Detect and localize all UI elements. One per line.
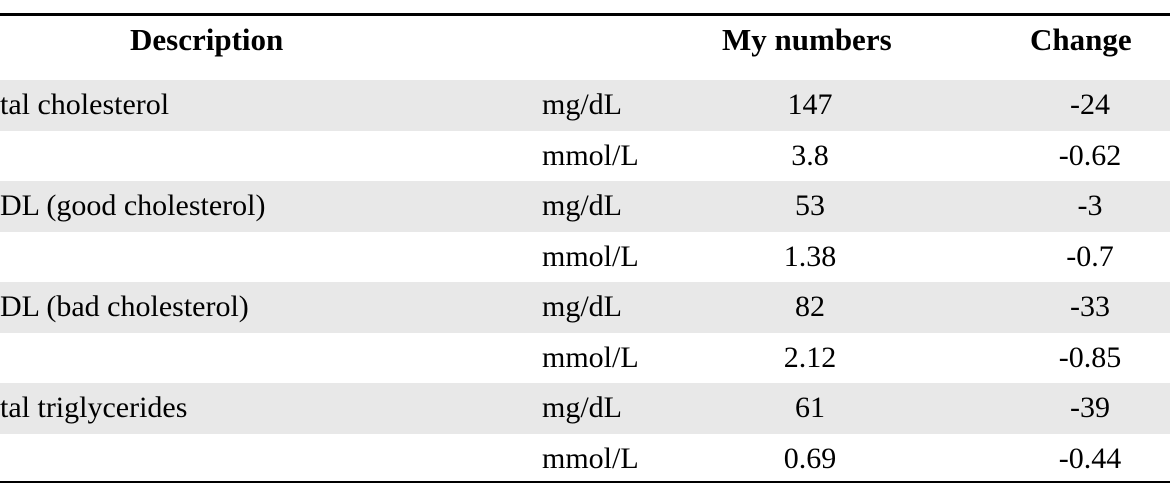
cell-my-numbers: 53 xyxy=(795,189,825,222)
table-row: mmol/L 3.8 -0.62 xyxy=(0,131,1170,182)
cell-unit: mg/dL xyxy=(542,88,622,121)
header-description: Description xyxy=(130,22,284,57)
cell-my-numbers: 82 xyxy=(795,290,825,323)
cell-description: tal triglycerides xyxy=(0,391,188,424)
cell-change: -33 xyxy=(1070,290,1110,323)
cell-change: -0.44 xyxy=(1058,441,1122,475)
cell-change: -39 xyxy=(1070,391,1110,424)
table-row: tal cholesterol mg/dL 147 -24 xyxy=(0,80,1170,131)
cell-my-numbers: 1.38 xyxy=(783,239,837,273)
cell-unit: mg/dL xyxy=(542,391,622,424)
cell-change: -0.85 xyxy=(1058,340,1122,374)
cell-change: -0.7 xyxy=(1066,239,1114,273)
cell-description: DL (bad cholesterol) xyxy=(0,290,249,323)
table-row: DL (bad cholesterol) mg/dL 82 -33 xyxy=(0,282,1170,333)
cell-my-numbers: 61 xyxy=(795,391,825,424)
table-row: DL (good cholesterol) mg/dL 53 -3 xyxy=(0,181,1170,232)
cell-unit: mmol/L xyxy=(542,138,639,172)
cell-description: DL (good cholesterol) xyxy=(0,189,266,222)
header-change: Change xyxy=(1030,22,1132,57)
cell-unit: mg/dL xyxy=(542,290,622,323)
cell-my-numbers: 3.8 xyxy=(791,138,829,172)
cell-change: -3 xyxy=(1077,189,1103,222)
cell-unit: mmol/L xyxy=(542,441,639,475)
table-row: tal triglycerides mg/dL 61 -39 xyxy=(0,383,1170,434)
cell-change: -0.62 xyxy=(1058,138,1122,172)
cell-unit: mg/dL xyxy=(542,189,622,222)
table-row: mmol/L 2.12 -0.85 xyxy=(0,333,1170,384)
cell-my-numbers: 147 xyxy=(787,88,833,121)
table-header: Description My numbers Change xyxy=(0,16,1170,80)
cell-change: -24 xyxy=(1070,88,1110,121)
cell-description: tal cholesterol xyxy=(0,88,170,121)
table-row: mmol/L 0.69 -0.44 xyxy=(0,434,1170,485)
cell-unit: mmol/L xyxy=(542,340,639,374)
cell-my-numbers: 2.12 xyxy=(783,340,837,374)
table-body: tal cholesterol mg/dL 147 -24 mmol/L 3.8… xyxy=(0,80,1170,484)
table-bottom-rule xyxy=(0,481,1170,483)
table-row: mmol/L 1.38 -0.7 xyxy=(0,232,1170,283)
table-top-rule xyxy=(0,13,1170,16)
cell-my-numbers: 0.69 xyxy=(783,441,837,475)
header-my-numbers: My numbers xyxy=(722,22,892,57)
cell-unit: mmol/L xyxy=(542,239,639,273)
